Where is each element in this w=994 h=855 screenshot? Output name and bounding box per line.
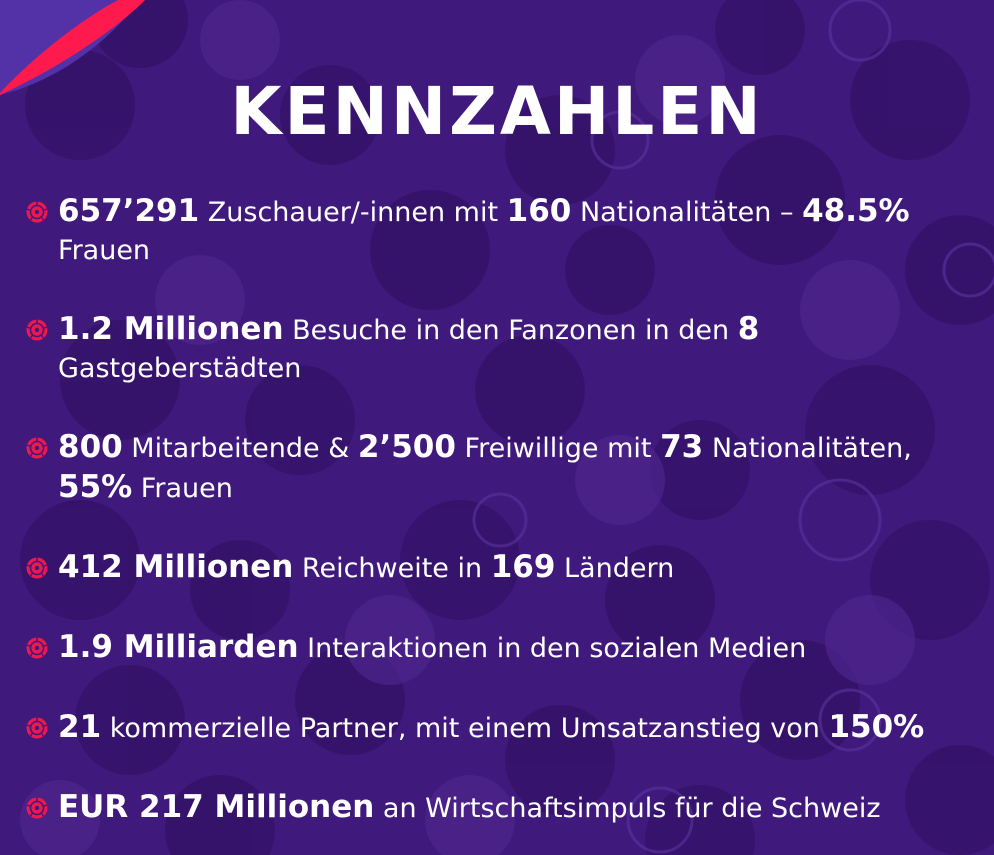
fact-item-staff: 800 Mitarbeitende & 2’500 Freiwillige mi… bbox=[26, 428, 976, 508]
fact-item-spectators: 657’291 Zuschauer/-innen mit 160 Nationa… bbox=[26, 192, 976, 270]
fact-value: 1.2 Millionen bbox=[58, 311, 284, 347]
fact-text: Ländern bbox=[555, 553, 675, 584]
fact-item-reach: 412 Millionen Reichweite in 169 Ländern bbox=[26, 548, 976, 588]
football-icon bbox=[26, 637, 48, 659]
fact-value: 8 bbox=[737, 311, 760, 347]
fact-text: Reichweite in bbox=[293, 553, 491, 584]
fact-text: Nationalitäten – bbox=[571, 197, 803, 228]
fact-value: 412 Millionen bbox=[58, 549, 294, 585]
football-icon bbox=[26, 437, 48, 459]
football-icon bbox=[26, 319, 48, 341]
fact-value: 48.5% bbox=[802, 193, 910, 229]
fact-value: EUR 217 Millionen bbox=[58, 789, 375, 825]
fact-item-economic-impact: EUR 217 Millionen an Wirtschaftsimpuls f… bbox=[26, 788, 976, 828]
fact-text: an Wirtschaftsimpuls für die Schweiz bbox=[374, 793, 881, 824]
fact-item-social-media: 1.9 Milliarden Interaktionen in den sozi… bbox=[26, 628, 976, 668]
fact-item-fanzones: 1.2 Millionen Besuche in den Fanzonen in… bbox=[26, 310, 976, 388]
corner-swoosh-decoration bbox=[0, 0, 145, 95]
fact-text: Mitarbeitende & bbox=[122, 433, 358, 464]
fact-text: Interaktionen in den sozialen Medien bbox=[298, 633, 807, 664]
football-icon bbox=[26, 557, 48, 579]
fact-text: Nationalitäten, bbox=[703, 433, 912, 464]
key-figures-list: 657’291 Zuschauer/-innen mit 160 Nationa… bbox=[26, 192, 976, 828]
fact-text: Gastgeberstädten bbox=[58, 353, 302, 384]
fact-text: kommerzielle Partner, mit einem Umsatzan… bbox=[101, 713, 829, 744]
football-icon bbox=[26, 201, 48, 223]
fact-text: Zuschauer/-innen mit bbox=[199, 197, 507, 228]
fact-value: 800 bbox=[58, 429, 123, 465]
football-icon bbox=[26, 717, 48, 739]
fact-text: Freiwillige mit bbox=[455, 433, 661, 464]
fact-value: 657’291 bbox=[58, 193, 200, 229]
fact-value: 169 bbox=[490, 549, 556, 585]
fact-value: 2’500 bbox=[357, 429, 456, 465]
fact-text: Frauen bbox=[58, 235, 151, 266]
page-title: KENNZAHLEN bbox=[230, 73, 764, 151]
fact-value: 150% bbox=[828, 709, 925, 745]
fact-value: 160 bbox=[506, 193, 572, 229]
fact-text: Besuche in den Fanzonen in den bbox=[283, 315, 738, 346]
football-icon bbox=[26, 797, 48, 819]
fact-value: 73 bbox=[660, 429, 704, 465]
fact-item-partners: 21 kommerzielle Partner, mit einem Umsat… bbox=[26, 708, 976, 748]
fact-value: 1.9 Milliarden bbox=[58, 629, 299, 665]
fact-value: 21 bbox=[58, 709, 102, 745]
fact-value: 55% bbox=[58, 469, 133, 505]
fact-text: Frauen bbox=[132, 473, 233, 504]
